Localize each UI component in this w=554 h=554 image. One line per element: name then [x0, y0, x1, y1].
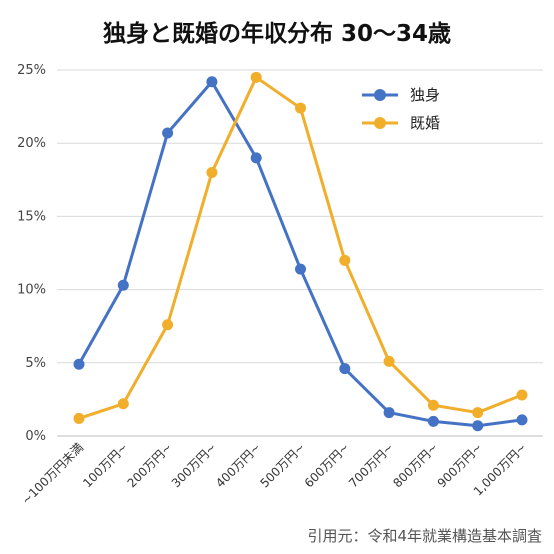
- x-tick-label: 300万円~: [169, 440, 219, 490]
- x-axis-ticks: ~100万円未満100万円~200万円~300万円~400万円~500万円~60…: [19, 440, 529, 507]
- grid-lines: [57, 69, 543, 437]
- y-tick-label: 5%: [25, 356, 46, 371]
- data-point-1: [162, 319, 174, 331]
- data-point-1: [472, 407, 484, 419]
- data-point-1: [206, 166, 218, 178]
- data-point-0: [427, 415, 439, 427]
- data-point-0: [472, 420, 484, 432]
- legend-label-0: 独身: [410, 86, 440, 104]
- x-tick-label: 400万円~: [213, 440, 263, 490]
- x-tick-label: ~100万円未満: [19, 440, 86, 507]
- data-point-1: [117, 398, 129, 410]
- data-point-0: [339, 363, 351, 375]
- y-tick-label: 0%: [25, 429, 46, 444]
- data-point-1: [516, 389, 528, 401]
- data-point-0: [250, 152, 262, 164]
- y-tick-label: 10%: [17, 283, 46, 298]
- x-tick-label: 700万円~: [346, 440, 396, 490]
- data-point-1: [427, 399, 439, 411]
- chart-title: 独身と既婚の年収分布 30〜34歳: [102, 21, 452, 47]
- y-tick-label: 20%: [17, 136, 46, 151]
- series-line-0: [77, 80, 523, 428]
- data-point-1: [383, 355, 395, 367]
- series-line-1: [78, 75, 523, 420]
- data-point-0: [162, 127, 174, 139]
- legend-marker-0: [374, 89, 386, 101]
- y-axis-ticks: 0% 5% 10% 15% 20% 25%: [17, 63, 46, 444]
- data-point-1: [339, 254, 351, 266]
- y-tick-label: 15%: [17, 209, 46, 224]
- legend-label-1: 既婚: [410, 114, 440, 132]
- x-tick-label: 100万円~: [80, 440, 130, 490]
- data-point-0: [206, 76, 218, 88]
- data-point-1: [250, 71, 262, 83]
- data-point-0: [73, 358, 85, 370]
- data-point-1: [295, 102, 306, 114]
- data-point-0: [383, 407, 395, 419]
- legend-marker-1: [374, 117, 386, 129]
- data-point-0: [295, 263, 306, 275]
- series-group: [73, 71, 528, 432]
- y-tick-label: 25%: [17, 63, 46, 78]
- source-note: 引用元：令和4年就業構造基本調査: [307, 527, 542, 545]
- data-point-0: [516, 414, 528, 426]
- x-tick-label: 800万円~: [390, 440, 440, 490]
- x-tick-label: 500万円~: [257, 440, 307, 490]
- data-point-1: [73, 412, 85, 424]
- x-tick-label: 200万円~: [125, 440, 175, 490]
- x-tick-label: 600万円~: [302, 440, 352, 490]
- data-point-0: [117, 279, 129, 291]
